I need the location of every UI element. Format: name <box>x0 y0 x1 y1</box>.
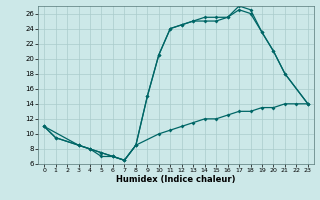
X-axis label: Humidex (Indice chaleur): Humidex (Indice chaleur) <box>116 175 236 184</box>
